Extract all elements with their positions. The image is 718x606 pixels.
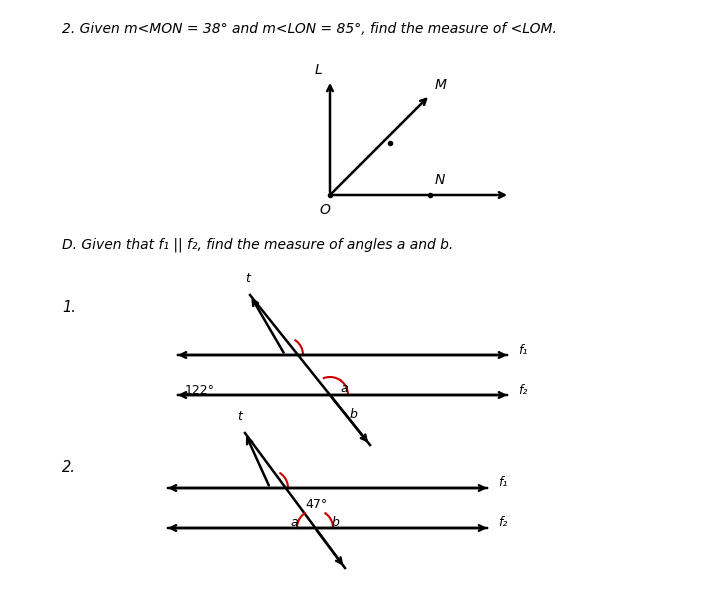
Text: M: M	[435, 78, 447, 92]
Text: N: N	[435, 173, 445, 187]
Text: O: O	[320, 203, 330, 217]
Text: 47°: 47°	[305, 498, 327, 511]
Text: f₁: f₁	[518, 344, 528, 356]
Text: 122°: 122°	[185, 384, 215, 396]
Text: a: a	[290, 516, 298, 530]
Text: t: t	[246, 272, 251, 285]
Text: t: t	[238, 410, 243, 423]
Text: 2.: 2.	[62, 460, 76, 475]
Text: 2. Given m<MON = 38° and m<LON = 85°, find the measure of <LOM.: 2. Given m<MON = 38° and m<LON = 85°, fi…	[62, 22, 557, 36]
Text: b: b	[350, 408, 358, 422]
Text: f₁: f₁	[498, 476, 508, 490]
Text: b: b	[332, 516, 340, 528]
Text: f₂: f₂	[518, 384, 528, 396]
Text: a: a	[340, 382, 348, 395]
Text: 1.: 1.	[62, 300, 76, 315]
Text: D. Given that f₁ || f₂, find the measure of angles a and b.: D. Given that f₁ || f₂, find the measure…	[62, 238, 453, 253]
Text: L: L	[314, 63, 322, 77]
Text: f₂: f₂	[498, 516, 508, 530]
